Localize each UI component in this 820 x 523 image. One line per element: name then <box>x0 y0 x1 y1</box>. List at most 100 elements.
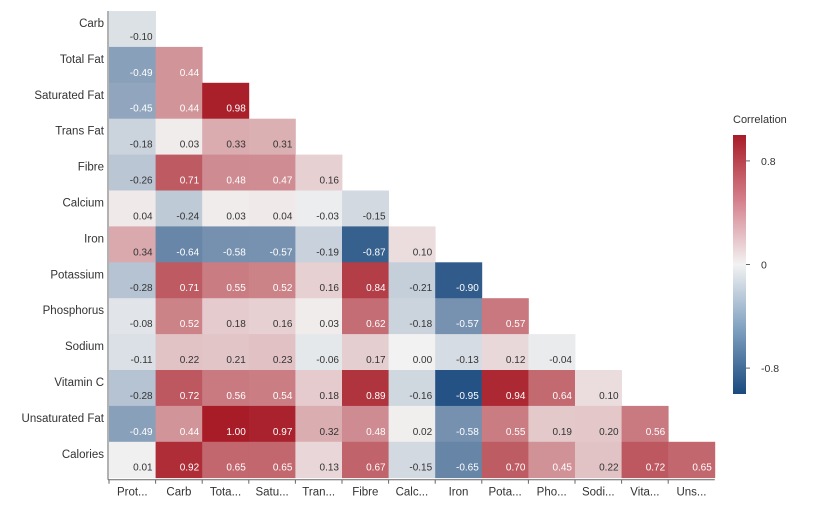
heatmap-cell[interactable] <box>528 334 576 371</box>
cell-value-label: -0.26 <box>130 176 153 187</box>
heatmap-cell[interactable] <box>342 298 389 335</box>
heatmap-cell[interactable] <box>388 370 436 407</box>
heatmap-cell[interactable] <box>248 441 296 479</box>
heatmap-cell[interactable] <box>109 334 156 371</box>
heatmap-cell[interactable] <box>668 441 716 479</box>
heatmap-cell[interactable] <box>342 226 389 263</box>
heatmap-cell[interactable] <box>295 405 343 443</box>
heatmap-cell[interactable] <box>295 190 343 227</box>
heatmap-cell[interactable] <box>528 441 576 479</box>
heatmap-cell[interactable] <box>295 154 343 191</box>
heatmap-cell[interactable] <box>202 262 250 299</box>
heatmap-cell[interactable] <box>155 298 203 335</box>
heatmap-cell[interactable] <box>528 405 576 443</box>
heatmap-cell[interactable] <box>435 405 483 443</box>
heatmap-cell[interactable] <box>388 441 436 479</box>
heatmap-cell[interactable] <box>109 118 156 155</box>
heatmap-cell[interactable] <box>202 334 250 371</box>
heatmap-cell[interactable] <box>248 262 296 299</box>
heatmap-cell[interactable] <box>248 154 296 191</box>
heatmap-cell[interactable] <box>202 154 250 191</box>
heatmap-cell[interactable] <box>295 334 343 371</box>
heatmap-cell[interactable] <box>342 262 389 299</box>
heatmap-cell[interactable] <box>109 46 156 84</box>
heatmap-cell[interactable] <box>202 405 250 443</box>
heatmap-cell[interactable] <box>248 226 296 263</box>
heatmap-cell[interactable] <box>435 334 483 371</box>
heatmap-cell[interactable] <box>202 190 250 227</box>
heatmap-cell[interactable] <box>481 405 529 443</box>
heatmap-cell[interactable] <box>109 370 156 407</box>
heatmap-cell[interactable] <box>481 298 529 335</box>
cell-value-label: 0.45 <box>553 463 573 474</box>
heatmap-cell[interactable] <box>155 226 203 263</box>
heatmap-cell[interactable] <box>248 118 296 155</box>
cell-value-label: 0.04 <box>273 211 293 222</box>
heatmap-cell[interactable] <box>155 441 203 479</box>
heatmap-cell[interactable] <box>155 82 203 120</box>
heatmap-cell[interactable] <box>575 370 622 407</box>
heatmap-cell[interactable] <box>248 370 296 407</box>
heatmap-cell[interactable] <box>155 405 203 443</box>
heatmap-cell[interactable] <box>342 441 389 479</box>
heatmap-cell[interactable] <box>155 262 203 299</box>
heatmap-cell[interactable] <box>155 46 203 84</box>
cell-value-label: 0.03 <box>320 319 340 330</box>
heatmap-cell[interactable] <box>155 370 203 407</box>
heatmap-cell[interactable] <box>528 370 576 407</box>
heatmap-cell[interactable] <box>295 298 343 335</box>
heatmap-cell[interactable] <box>295 370 343 407</box>
cell-value-label: -0.15 <box>363 211 386 222</box>
heatmap-cell[interactable] <box>388 405 436 443</box>
heatmap-cell[interactable] <box>155 118 203 155</box>
heatmap-cell[interactable] <box>109 154 156 191</box>
heatmap-cell[interactable] <box>575 441 622 479</box>
heatmap-cell[interactable] <box>202 441 250 479</box>
heatmap-cell[interactable] <box>248 334 296 371</box>
heatmap-cell[interactable] <box>202 118 250 155</box>
cell-value-label: -0.16 <box>409 391 432 402</box>
heatmap-cell[interactable] <box>155 154 203 191</box>
heatmap-cell[interactable] <box>109 405 156 443</box>
heatmap-cell[interactable] <box>435 370 483 407</box>
heatmap-cell[interactable] <box>109 441 156 479</box>
heatmap-cell[interactable] <box>621 405 669 443</box>
heatmap-cell[interactable] <box>155 334 203 371</box>
heatmap-cell[interactable] <box>435 262 483 299</box>
cell-value-label: -0.13 <box>456 355 479 366</box>
heatmap-cell[interactable] <box>575 405 622 443</box>
heatmap-cell[interactable] <box>295 262 343 299</box>
heatmap-cell[interactable] <box>202 82 250 120</box>
cell-value-label: 0.44 <box>180 104 200 115</box>
heatmap-cell[interactable] <box>109 298 156 335</box>
heatmap-cell[interactable] <box>621 441 669 479</box>
heatmap-cell[interactable] <box>295 226 343 263</box>
heatmap-cell[interactable] <box>342 370 389 407</box>
heatmap-cell[interactable] <box>435 441 483 479</box>
heatmap-cell[interactable] <box>481 370 529 407</box>
heatmap-cell[interactable] <box>248 190 296 227</box>
heatmap-cell[interactable] <box>202 298 250 335</box>
heatmap-cell[interactable] <box>155 190 203 227</box>
heatmap-cell[interactable] <box>388 334 436 371</box>
heatmap-cell[interactable] <box>109 190 156 227</box>
heatmap-cell[interactable] <box>109 11 156 48</box>
heatmap-cell[interactable] <box>388 298 436 335</box>
heatmap-cell[interactable] <box>342 405 389 443</box>
heatmap-cell[interactable] <box>202 370 250 407</box>
cell-value-label: -0.45 <box>130 104 153 115</box>
heatmap-cell[interactable] <box>248 405 296 443</box>
heatmap-cell[interactable] <box>295 441 343 479</box>
heatmap-cell[interactable] <box>388 262 436 299</box>
heatmap-cell[interactable] <box>388 226 436 263</box>
heatmap-cell[interactable] <box>481 441 529 479</box>
heatmap-cell[interactable] <box>342 334 389 371</box>
heatmap-cell[interactable] <box>248 298 296 335</box>
heatmap-cell[interactable] <box>109 262 156 299</box>
heatmap-cell[interactable] <box>109 82 156 120</box>
heatmap-cell[interactable] <box>481 334 529 371</box>
heatmap-cell[interactable] <box>435 298 483 335</box>
heatmap-cell[interactable] <box>342 190 389 227</box>
heatmap-cell[interactable] <box>202 226 250 263</box>
heatmap-cell[interactable] <box>109 226 156 263</box>
